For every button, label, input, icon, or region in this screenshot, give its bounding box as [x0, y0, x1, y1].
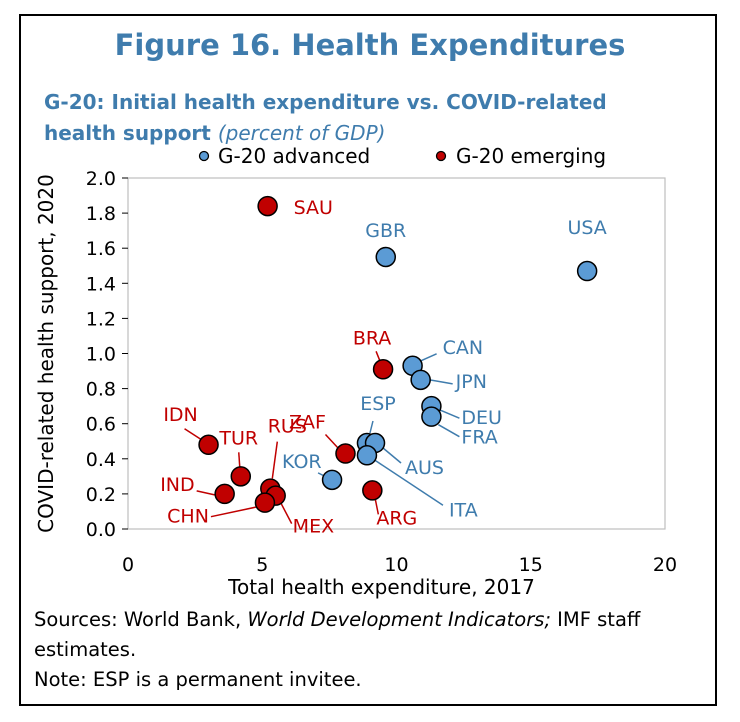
point-label-mex: MEX	[293, 516, 334, 538]
point-label-kor: KOR	[282, 451, 322, 473]
point-tur	[230, 466, 252, 487]
leader-line-bra	[375, 351, 381, 362]
point-label-zaf: ZAF	[289, 412, 326, 434]
y-tick-label: 1.6	[86, 238, 116, 260]
x-tick-label: 20	[653, 554, 677, 576]
leader-line-ind	[196, 490, 215, 496]
leader-line-aus	[382, 447, 402, 464]
leader-line-chn	[210, 505, 259, 518]
sources-note: Sources: World Bank, World Development I…	[34, 605, 694, 665]
point-ita	[356, 445, 378, 466]
x-tick-label: 0	[122, 554, 134, 576]
y-tick-label: 0.8	[86, 379, 116, 401]
chart-subtitle: G-20: Initial health expenditure vs. COV…	[44, 87, 684, 149]
y-tick-label: 0.6	[86, 414, 116, 436]
y-tick-label: 0.4	[86, 449, 116, 471]
point-label-chn: CHN	[167, 506, 209, 528]
point-usa	[576, 260, 598, 282]
point-arg	[362, 480, 383, 501]
y-axis-title: COVID-related health support, 2020	[34, 174, 58, 533]
y-tick-label: 1.2	[86, 308, 116, 330]
leader-line-can	[418, 353, 437, 363]
point-gbr	[375, 246, 397, 268]
point-label-gbr: GBR	[365, 220, 406, 242]
point-label-idn: IDN	[163, 404, 197, 426]
esp-note: Note: ESP is a permanent invitee.	[34, 668, 362, 691]
x-tick-label: 10	[384, 554, 408, 576]
footnotes: Sources: World Bank, World Development I…	[34, 605, 694, 695]
point-label-tur: TUR	[218, 427, 258, 449]
point-label-sau: SAU	[294, 197, 333, 219]
leader-line-fra	[438, 424, 460, 438]
figure-title: Figure 16. Health Expenditures	[114, 28, 626, 62]
leader-line-esp	[369, 420, 374, 434]
y-tick-label: 2.0	[86, 168, 116, 190]
y-tick-label: 1.8	[86, 203, 116, 225]
legend-marker-emerging	[435, 150, 447, 162]
sources-italic: World Development Indicators;	[247, 608, 551, 631]
sources-suffix: IMF staff estimates.	[34, 608, 641, 661]
point-label-jpn: JPN	[455, 371, 487, 393]
leader-line-idn	[184, 428, 202, 441]
point-fra	[421, 406, 442, 427]
leader-line-jpn	[429, 379, 453, 385]
subtitle-main: G-20: Initial health expenditure vs. COV…	[44, 90, 607, 145]
y-tick-label: 0.2	[86, 484, 116, 506]
leader-line-arg	[374, 499, 380, 515]
subtitle-units: (percent of GDP)	[217, 121, 386, 145]
point-label-arg: ARG	[376, 507, 417, 529]
sources-prefix: Sources: World Bank,	[34, 608, 248, 631]
point-bra	[372, 359, 394, 380]
point-label-aus: AUS	[405, 457, 444, 479]
leader-line-mex	[280, 502, 293, 525]
point-label-ind: IND	[160, 474, 194, 496]
point-label-ita: ITA	[449, 499, 478, 521]
leader-line-zaf	[324, 434, 340, 450]
point-label-usa: USA	[567, 217, 606, 239]
point-label-esp: ESP	[360, 393, 396, 415]
legend-marker-advanced	[198, 150, 210, 162]
point-label-can: CAN	[443, 337, 483, 359]
y-tick-label: 0.0	[86, 519, 116, 541]
x-tick-label: 15	[519, 554, 543, 576]
scatter-chart: 0.0 0.2 0.4 0.6 0.8 1.0 1.2 1.4 1.6 1.8 2.0 0 5 10 15 2…	[34, 144, 677, 599]
point-idn	[198, 434, 219, 456]
point-label-fra: FRA	[461, 427, 497, 449]
point-label-bra: BRA	[353, 327, 391, 349]
y-tick-label: 1.0	[86, 344, 116, 366]
leader-line-tur	[238, 452, 241, 468]
x-axis-title: Total health expenditure, 2017	[227, 575, 535, 599]
point-sau	[257, 195, 278, 217]
figure-frame	[19, 14, 717, 706]
leader-line-deu	[440, 409, 460, 419]
x-tick-label: 5	[256, 554, 268, 576]
point-jpn	[410, 369, 431, 391]
leader-line-ita	[374, 459, 444, 506]
legend-label-advanced: G-20 advanced	[218, 144, 370, 168]
point-chn	[254, 492, 276, 513]
point-kor	[321, 469, 343, 491]
point-ind	[214, 483, 235, 505]
point-label-deu: DEU	[461, 407, 502, 429]
legend-label-emerging: G-20 emerging	[456, 144, 606, 168]
point-label-rus: RUS	[268, 416, 307, 438]
point-zaf	[335, 443, 356, 464]
leader-line-rus	[271, 441, 279, 479]
y-tick-label: 1.4	[86, 273, 116, 295]
